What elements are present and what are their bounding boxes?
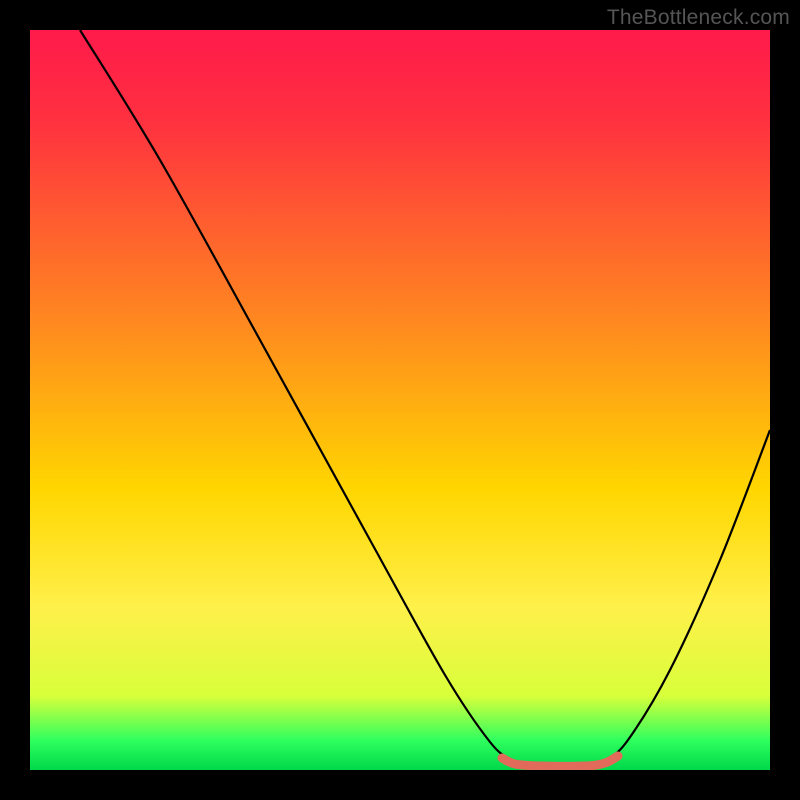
optimal-flat-segment (502, 756, 618, 766)
bottleneck-curve (80, 30, 770, 766)
watermark-text: TheBottleneck.com (607, 6, 790, 30)
plot-area (30, 30, 770, 770)
chart-container: TheBottleneck.com (0, 0, 800, 800)
curve-layer (30, 30, 770, 770)
